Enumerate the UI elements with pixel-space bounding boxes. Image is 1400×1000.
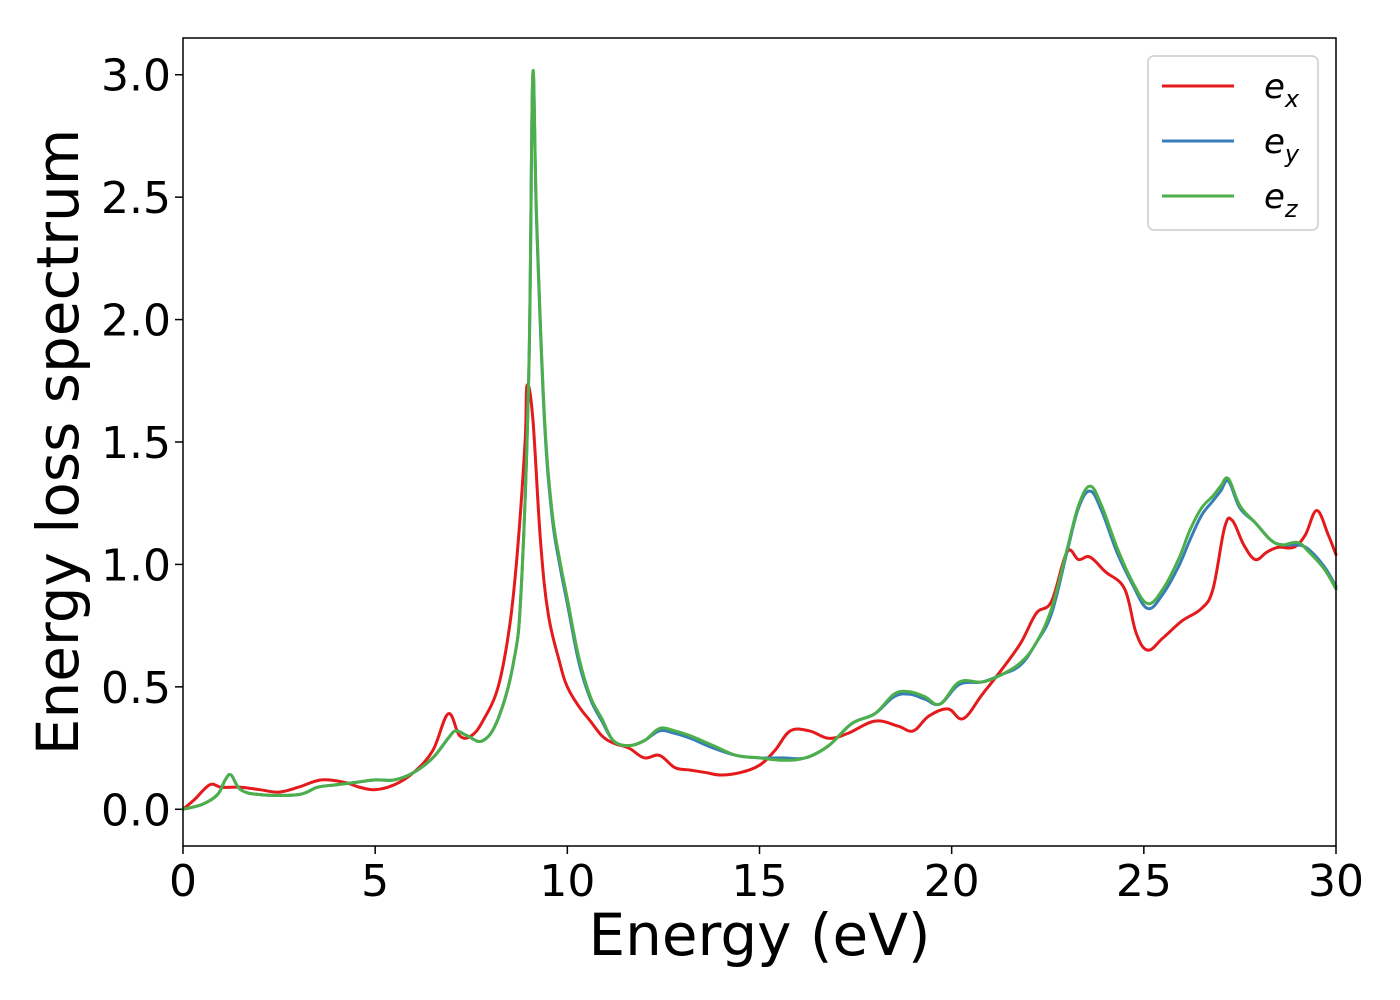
series-line-z: [181, 69, 1338, 811]
y-tick-label: 1.0: [101, 540, 171, 591]
legend-label-subscript: y: [1284, 140, 1300, 168]
legend-box: [1147, 55, 1319, 231]
x-tick-label: 15: [732, 856, 788, 907]
y-tick-label: 1.5: [101, 418, 171, 469]
legend-label-subscript: x: [1284, 85, 1300, 113]
legend-label-base: e: [1264, 122, 1285, 162]
legend-label-x: ex: [1264, 67, 1300, 113]
y-tick-label: 0.0: [101, 785, 171, 836]
x-axis-label: Energy (eV): [588, 901, 930, 969]
legend-label-subscript: z: [1284, 195, 1299, 223]
x-tick-label: 30: [1308, 856, 1364, 907]
x-tick-label: 25: [1116, 856, 1172, 907]
legend-label-base: e: [1264, 67, 1285, 107]
plot-frame: [182, 37, 1337, 847]
y-tick-label: 3.0: [101, 51, 171, 102]
legend-label-y: ey: [1264, 122, 1300, 168]
series-layer: [181, 69, 1338, 811]
legend-label-base: e: [1264, 177, 1285, 217]
x-tick-label: 5: [361, 856, 389, 907]
y-tick-label: 2.0: [101, 296, 171, 347]
y-axis-label: Energy loss spectrum: [24, 129, 92, 755]
axes-layer: 0 5 10 15 20 25 30 0.0 0.5 1.0 1.5 2.0 2.5 3.0: [101, 51, 1364, 907]
x-tick-label: 0: [169, 856, 197, 907]
x-tick-label: 10: [539, 856, 595, 907]
legend-label-z: ez: [1264, 177, 1299, 223]
y-tick-label: 2.5: [101, 173, 171, 224]
series-line-x: [181, 383, 1338, 811]
y-tick-label: 0.5: [101, 663, 171, 714]
x-tick-label: 20: [924, 856, 980, 907]
